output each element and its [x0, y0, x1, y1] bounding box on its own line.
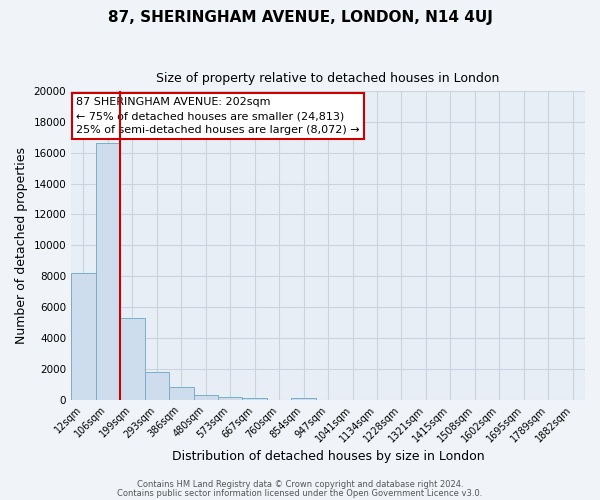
Bar — [71, 273, 95, 400]
Bar — [120, 318, 145, 400]
Text: Contains HM Land Registry data © Crown copyright and database right 2024.: Contains HM Land Registry data © Crown c… — [137, 480, 463, 489]
Bar — [145, 372, 169, 400]
Text: Contains public sector information licensed under the Open Government Licence v3: Contains public sector information licen… — [118, 489, 482, 498]
Bar — [292, 398, 316, 400]
Title: Size of property relative to detached houses in London: Size of property relative to detached ho… — [157, 72, 500, 86]
Text: 87, SHERINGHAM AVENUE, LONDON, N14 4UJ: 87, SHERINGHAM AVENUE, LONDON, N14 4UJ — [107, 10, 493, 25]
Bar — [169, 388, 194, 400]
Bar — [194, 395, 218, 400]
Bar — [95, 144, 120, 400]
Y-axis label: Number of detached properties: Number of detached properties — [15, 147, 28, 344]
Text: 87 SHERINGHAM AVENUE: 202sqm
← 75% of detached houses are smaller (24,813)
25% o: 87 SHERINGHAM AVENUE: 202sqm ← 75% of de… — [76, 97, 360, 135]
Bar — [218, 396, 242, 400]
X-axis label: Distribution of detached houses by size in London: Distribution of detached houses by size … — [172, 450, 484, 462]
Bar — [242, 398, 267, 400]
